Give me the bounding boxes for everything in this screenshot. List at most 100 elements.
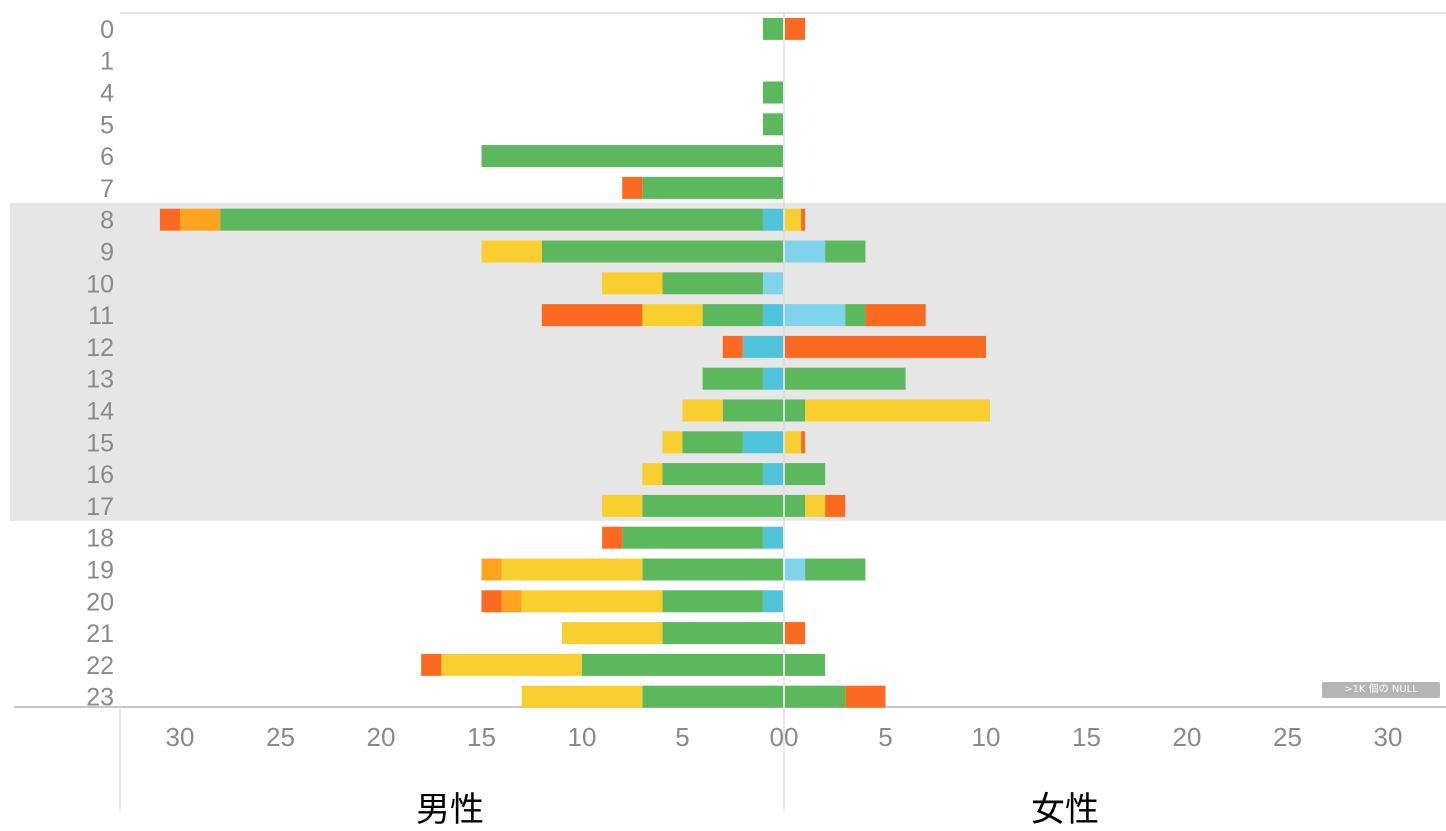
bar-right-8-yellow[interactable]	[785, 208, 802, 231]
bar-left-19-green[interactable]	[642, 558, 783, 581]
bar-left-16-yellow[interactable]	[642, 463, 663, 486]
row-label-5: 5	[100, 111, 114, 139]
bar-right-21-red[interactable]	[785, 622, 806, 645]
row-label-15: 15	[86, 429, 114, 457]
bar-left-5-green[interactable]	[762, 113, 783, 136]
x-tick-left-0: 0	[770, 722, 784, 752]
bar-left-16-green[interactable]	[662, 463, 763, 486]
bar-right-9-light_blue[interactable]	[785, 240, 826, 263]
x-tick-right-30: 30	[1374, 722, 1403, 752]
bar-right-11-light_blue[interactable]	[785, 304, 846, 327]
bar-left-18-green[interactable]	[622, 526, 763, 549]
bar-left-17-yellow[interactable]	[602, 494, 643, 517]
bar-left-11-red[interactable]	[541, 304, 643, 327]
bar-left-20-yellow[interactable]	[521, 590, 663, 613]
bar-left-22-yellow[interactable]	[441, 653, 582, 676]
bar-left-22-red[interactable]	[421, 653, 442, 676]
bar-right-13-green[interactable]	[785, 367, 906, 390]
bar-left-14-yellow[interactable]	[682, 399, 723, 422]
row-label-19: 19	[86, 557, 114, 585]
bar-left-21-yellow[interactable]	[561, 622, 663, 645]
bar-left-20-green[interactable]	[662, 590, 763, 613]
bar-left-11-green[interactable]	[702, 304, 763, 327]
bar-right-17-red[interactable]	[825, 494, 846, 517]
bar-left-20-blue[interactable]	[762, 590, 783, 613]
bar-left-20-red[interactable]	[481, 590, 502, 613]
bar-right-19-green[interactable]	[805, 558, 866, 581]
bar-right-12-red[interactable]	[785, 335, 986, 358]
bar-left-8-red[interactable]	[159, 208, 180, 231]
bar-right-17-green[interactable]	[785, 494, 806, 517]
row-label-21: 21	[86, 620, 114, 648]
bar-left-7-green[interactable]	[642, 176, 783, 199]
bar-left-7-red[interactable]	[622, 176, 643, 199]
bar-right-15-yellow[interactable]	[785, 431, 802, 454]
bar-left-23-green[interactable]	[642, 685, 783, 708]
bar-left-22-green[interactable]	[582, 653, 783, 676]
bar-left-12-red[interactable]	[722, 335, 743, 358]
bar-right-23-green[interactable]	[785, 685, 846, 708]
row-label-9: 9	[100, 239, 114, 267]
bar-right-16-green[interactable]	[785, 463, 826, 486]
bar-left-11-blue[interactable]	[762, 304, 783, 327]
row-label-14: 14	[86, 398, 114, 426]
bar-left-12-blue[interactable]	[742, 335, 783, 358]
row-label-4: 4	[100, 80, 114, 108]
bar-left-18-red[interactable]	[602, 526, 623, 549]
bar-right-14-green[interactable]	[785, 399, 806, 422]
bar-left-9-green[interactable]	[541, 240, 783, 263]
x-tick-right-10: 10	[972, 722, 1001, 752]
bar-right-8-red[interactable]	[801, 208, 806, 231]
bar-left-17-green[interactable]	[642, 494, 783, 517]
bar-left-15-green[interactable]	[682, 431, 743, 454]
bar-left-15-yellow[interactable]	[662, 431, 683, 454]
bar-left-14-green[interactable]	[722, 399, 783, 422]
row-label-10: 10	[86, 270, 114, 298]
bar-left-10-green[interactable]	[662, 272, 763, 295]
bar-left-19-yellow[interactable]	[501, 558, 643, 581]
bar-left-19-orange[interactable]	[481, 558, 502, 581]
x-tick-right-0: 0	[784, 722, 798, 752]
bar-left-4-green[interactable]	[762, 81, 783, 104]
bar-left-8-green[interactable]	[220, 208, 763, 231]
bar-layer	[159, 17, 991, 708]
bar-right-23-red[interactable]	[845, 685, 886, 708]
bar-left-13-blue[interactable]	[762, 367, 783, 390]
bar-right-15-red[interactable]	[801, 431, 806, 454]
bar-left-23-yellow[interactable]	[521, 685, 643, 708]
bar-left-21-green[interactable]	[662, 622, 783, 645]
bar-left-18-blue[interactable]	[762, 526, 783, 549]
bar-right-22-green[interactable]	[785, 653, 826, 676]
tick-label-layer: 30 25 20 15 10 5 0 0 5 10 15 20 25 30	[166, 722, 1403, 752]
bar-right-17-yellow[interactable]	[805, 494, 826, 517]
null-indicator-badge[interactable]: >1K 個の NULL	[1322, 682, 1440, 698]
bar-right-14-yellow[interactable]	[805, 399, 991, 422]
bar-left-10-light_blue[interactable]	[762, 272, 783, 295]
bar-left-13-green[interactable]	[702, 367, 763, 390]
bar-right-9-green[interactable]	[825, 240, 866, 263]
bar-left-9-yellow[interactable]	[481, 240, 542, 263]
row-label-23: 23	[86, 684, 114, 712]
row-label-16: 16	[86, 461, 114, 489]
row-label-20: 20	[86, 588, 114, 616]
bar-right-11-red[interactable]	[865, 304, 926, 327]
right-group-label: 女性	[1031, 790, 1099, 830]
x-tick-left-30: 30	[166, 722, 195, 752]
bar-left-0-green[interactable]	[762, 17, 783, 40]
x-tick-right-15: 15	[1072, 722, 1101, 752]
bar-right-19-light_blue[interactable]	[785, 558, 806, 581]
x-tick-left-10: 10	[568, 722, 597, 752]
bar-left-10-yellow[interactable]	[602, 272, 663, 295]
bar-left-15-blue[interactable]	[742, 431, 783, 454]
bar-left-11-yellow[interactable]	[642, 304, 703, 327]
bar-right-11-green[interactable]	[845, 304, 866, 327]
bar-left-8-blue[interactable]	[762, 208, 783, 231]
row-label-13: 13	[86, 366, 114, 394]
bar-left-20-orange[interactable]	[501, 590, 522, 613]
bar-left-6-green[interactable]	[481, 145, 784, 168]
bar-left-8-orange[interactable]	[180, 208, 221, 231]
x-tick-left-25: 25	[266, 722, 295, 752]
bar-left-16-blue[interactable]	[762, 463, 783, 486]
bar-right-0-red[interactable]	[785, 17, 806, 40]
